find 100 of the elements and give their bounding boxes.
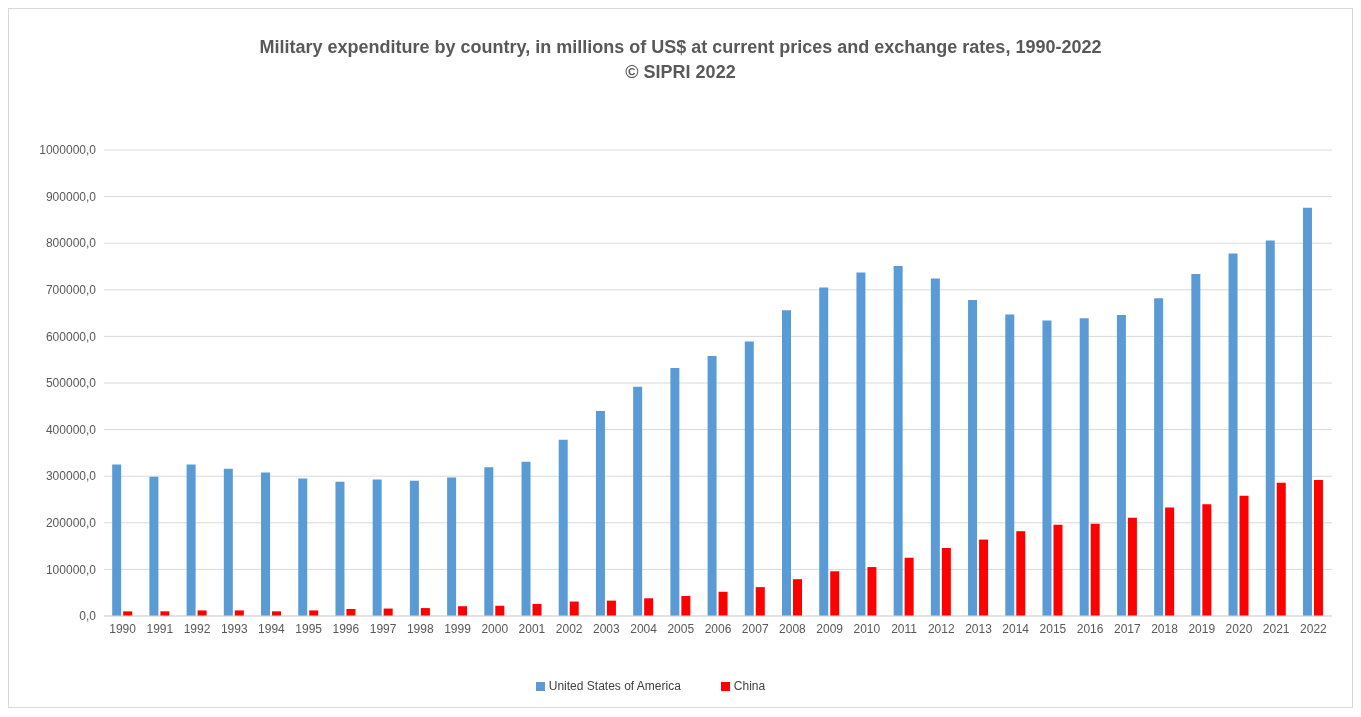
bar <box>1265 240 1275 616</box>
x-tick-label: 2022 <box>1300 621 1328 636</box>
x-tick-label: 2019 <box>1188 621 1216 636</box>
bar <box>409 480 419 616</box>
x-tick-label: 1993 <box>220 621 248 636</box>
bar <box>904 557 914 616</box>
x-tick-label: 2002 <box>555 621 583 636</box>
bar <box>793 579 802 616</box>
bar <box>718 591 728 616</box>
bar <box>941 547 951 616</box>
y-tick-label: 900000,0 <box>45 189 97 204</box>
bar <box>856 272 866 616</box>
bar <box>186 464 196 616</box>
x-tick-label: 2007 <box>741 621 769 636</box>
x-tick-label: 2014 <box>1002 621 1030 636</box>
bar <box>968 300 978 616</box>
x-tick-label: 1990 <box>109 621 137 636</box>
bar <box>681 595 691 616</box>
y-tick-label: 1000000,0 <box>39 143 97 158</box>
x-tick-label: 2011 <box>891 621 918 636</box>
bar <box>484 467 494 616</box>
y-tick-label: 100000,0 <box>45 562 97 577</box>
x-tick-label: 2006 <box>704 621 732 636</box>
y-tick-label: 500000,0 <box>45 376 97 391</box>
bar <box>1005 314 1015 616</box>
x-tick-label: 2009 <box>816 621 844 636</box>
bar <box>569 601 579 616</box>
x-tick-label: 2000 <box>481 621 509 636</box>
y-tick-label: 200000,0 <box>45 516 97 531</box>
y-tick-label: 600000,0 <box>45 329 97 344</box>
bar <box>867 567 877 616</box>
bar <box>223 468 233 616</box>
bar <box>261 472 271 616</box>
bar <box>930 278 940 616</box>
bar <box>1053 524 1063 616</box>
bar <box>1165 507 1175 616</box>
bar <box>893 266 903 616</box>
bar <box>1302 207 1312 616</box>
bar <box>1191 273 1201 616</box>
bar <box>1116 314 1126 616</box>
bar <box>1202 504 1212 616</box>
bar <box>595 410 605 616</box>
x-tick-label: 2017 <box>1113 621 1141 636</box>
bar <box>1239 495 1249 616</box>
bar <box>298 478 308 616</box>
bar <box>458 606 468 616</box>
x-tick-label: 1996 <box>332 621 360 636</box>
bar <box>1276 482 1286 616</box>
x-tick-label: 2021 <box>1262 621 1290 636</box>
x-tick-label: 2001 <box>518 621 546 636</box>
bar <box>670 368 680 616</box>
bar <box>149 476 159 616</box>
bar <box>606 600 616 616</box>
bar <box>372 479 382 616</box>
bar <box>633 386 643 616</box>
x-tick-label: 2012 <box>927 621 955 636</box>
bar <box>782 310 791 616</box>
bar <box>532 603 542 616</box>
bar <box>979 539 989 616</box>
x-tick-label: 1994 <box>258 621 286 636</box>
bar <box>744 341 754 616</box>
x-tick-label: 1992 <box>183 621 211 636</box>
x-tick-label: 2008 <box>779 621 807 636</box>
x-tick-label: 2018 <box>1151 621 1179 636</box>
bar <box>755 587 765 616</box>
bar <box>447 477 457 616</box>
bar <box>1228 253 1238 616</box>
x-tick-label: 1997 <box>369 621 397 636</box>
x-tick-label: 1998 <box>406 621 434 636</box>
bar <box>1016 531 1026 616</box>
bar <box>197 610 207 616</box>
legend-label: United States of America <box>548 679 681 693</box>
y-tick-label: 400000,0 <box>45 422 97 437</box>
bar <box>558 439 568 616</box>
bar <box>1079 318 1089 616</box>
bar <box>1090 523 1100 616</box>
bar <box>644 598 654 616</box>
bar <box>234 610 244 616</box>
x-tick-label: 2013 <box>965 621 993 636</box>
legend-label: China <box>733 679 766 693</box>
x-tick-label: 1999 <box>444 621 472 636</box>
bar <box>707 355 717 616</box>
chart-subtitle: © SIPRI 2022 <box>624 61 737 84</box>
x-tick-label: 1991 <box>146 621 174 636</box>
bar <box>1127 517 1137 616</box>
x-tick-label: 2003 <box>593 621 621 636</box>
y-tick-label: 300000,0 <box>45 469 97 484</box>
x-tick-label: 2016 <box>1076 621 1104 636</box>
chart-title: Military expenditure by country, in millions of US$ at current prices and exchange rates, 1990-2022 <box>258 36 1103 59</box>
x-tick-label: 2015 <box>1039 621 1067 636</box>
bar <box>819 287 829 616</box>
bar <box>1313 479 1323 616</box>
x-tick-label: 2005 <box>667 621 695 636</box>
bar <box>309 610 319 616</box>
y-tick-label: 800000,0 <box>45 236 97 251</box>
x-tick-label: 2010 <box>853 621 881 636</box>
x-tick-label: 1995 <box>295 621 323 636</box>
y-tick-label: 0,0 <box>79 609 97 624</box>
bar <box>1154 298 1164 616</box>
bar <box>521 461 531 616</box>
